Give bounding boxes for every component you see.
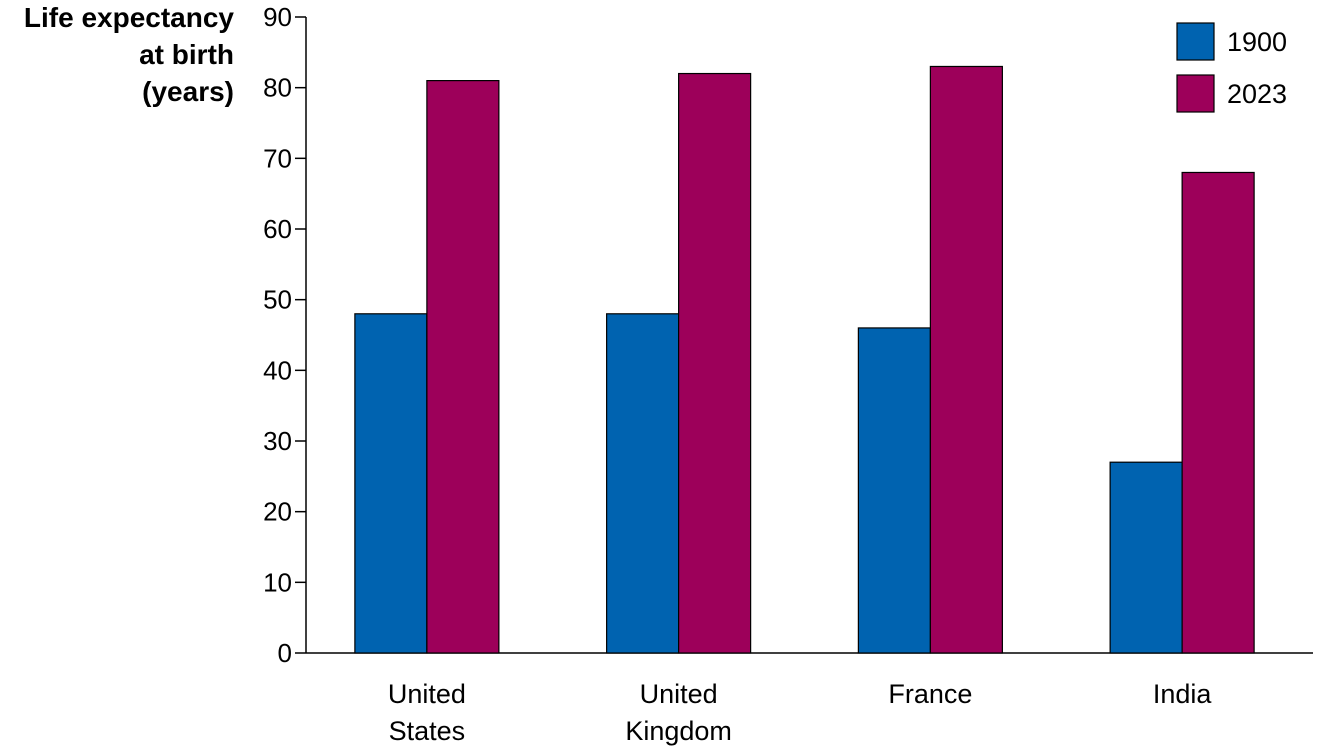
bar-2023-0 xyxy=(426,79,500,654)
y-tick-label: 10 xyxy=(263,567,292,597)
bar-1900-3 xyxy=(1109,461,1183,654)
category-label: United States xyxy=(388,679,466,746)
y-tick-label: 20 xyxy=(263,497,292,527)
y-tick-label: 40 xyxy=(263,355,292,385)
y-tick-label: 50 xyxy=(263,285,292,315)
y-tick-label: 30 xyxy=(263,426,292,456)
category-label-line: India xyxy=(1153,679,1213,709)
bar-2023-1 xyxy=(678,72,752,654)
category-label-line: States xyxy=(389,716,466,746)
y-tick-label: 70 xyxy=(263,143,292,173)
bar-1900-0 xyxy=(354,313,428,654)
category-label-line: United xyxy=(640,679,718,709)
y-axis-title-line: Life expectancy xyxy=(24,2,235,33)
legend: 1900 2023 xyxy=(1176,22,1287,113)
category-labels: United States United Kingdom France India xyxy=(388,679,1213,746)
y-axis-title-line: at birth xyxy=(139,39,234,70)
bar-1900-2 xyxy=(857,327,931,654)
bar-1900-1 xyxy=(606,313,680,654)
bar-2023-3 xyxy=(1181,171,1255,654)
legend-label: 1900 xyxy=(1227,27,1287,57)
legend-label: 2023 xyxy=(1227,79,1287,109)
category-label-line: United xyxy=(388,679,466,709)
bar-2023-2 xyxy=(929,65,1003,654)
legend-swatch-2023 xyxy=(1176,74,1215,113)
y-axis-title-line: (years) xyxy=(142,76,234,107)
category-label-line: Kingdom xyxy=(625,716,732,746)
y-tick-label: 60 xyxy=(263,214,292,244)
y-tick-label: 0 xyxy=(278,638,292,668)
y-axis-title-text: Life expectancy at birth (years) xyxy=(24,2,235,107)
category-label-line: France xyxy=(888,679,972,709)
legend-swatch-1900 xyxy=(1176,22,1215,61)
category-label: United Kingdom xyxy=(625,679,732,746)
y-tick-label: 90 xyxy=(263,2,292,32)
y-axis: 0 10 20 30 40 50 60 70 80 90 xyxy=(263,2,307,668)
bars xyxy=(354,65,1255,654)
category-label: India xyxy=(1153,679,1213,709)
y-tick-label: 80 xyxy=(263,73,292,103)
y-axis-title: Life expectancy at birth (years) xyxy=(24,2,235,107)
category-label: France xyxy=(888,679,972,709)
